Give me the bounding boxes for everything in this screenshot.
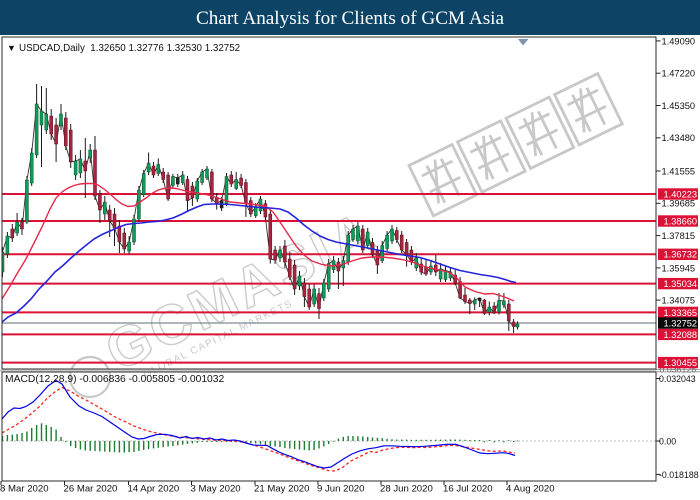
svg-text:MACD(12,28,9) -0.006836 -0.005: MACD(12,28,9) -0.006836 -0.005805 -0.001… (5, 374, 225, 385)
svg-text:-0.018188: -0.018188 (659, 470, 699, 480)
svg-text:1.39685: 1.39685 (662, 199, 696, 209)
svg-text:9 Jun 2020: 9 Jun 2020 (317, 484, 364, 495)
svg-text:28 Jun 2020: 28 Jun 2020 (380, 484, 433, 495)
svg-text:1.43480: 1.43480 (662, 133, 696, 143)
svg-text:0.00: 0.00 (659, 436, 676, 446)
svg-text:21 May 2020: 21 May 2020 (254, 484, 309, 495)
svg-text:1.33365: 1.33365 (664, 308, 698, 318)
svg-text:26 Mar 2020: 26 Mar 2020 (64, 484, 118, 495)
svg-text:1.32752: 1.32752 (664, 318, 698, 328)
svg-text:▼: ▼ (7, 43, 16, 53)
svg-text:1.41555: 1.41555 (662, 166, 696, 176)
svg-text:1.35034: 1.35034 (664, 279, 698, 289)
svg-text:0.032043: 0.032043 (659, 374, 696, 384)
svg-text:1.30455: 1.30455 (664, 358, 698, 368)
svg-text:3 May 2020: 3 May 2020 (191, 484, 241, 495)
svg-text:14 Apr 2020: 14 Apr 2020 (128, 484, 180, 495)
svg-text:1.32088: 1.32088 (664, 330, 698, 340)
svg-text:1.36732: 1.36732 (664, 250, 698, 260)
svg-text:1.38660: 1.38660 (664, 216, 698, 226)
svg-text:1.49090: 1.49090 (662, 36, 696, 46)
svg-text:USDCAD,Daily 1.32650 1.32776: USDCAD,Daily 1.32650 1.32776 1.32530 1.3… (19, 43, 240, 54)
svg-text:1.35945: 1.35945 (662, 263, 696, 273)
svg-text:1.45350: 1.45350 (662, 101, 696, 111)
svg-text:Chart Analysis for Clients of: Chart Analysis for Clients of GCM Asia (196, 8, 505, 29)
svg-text:8 Mar 2020: 8 Mar 2020 (0, 484, 49, 495)
svg-text:1.47220: 1.47220 (662, 69, 696, 79)
svg-text:1.34075: 1.34075 (662, 296, 696, 306)
svg-text:1.40223: 1.40223 (664, 189, 698, 199)
svg-text:16 Jul 2020: 16 Jul 2020 (443, 484, 493, 495)
svg-text:4 Aug 2020: 4 Aug 2020 (506, 484, 555, 495)
svg-text:1.37815: 1.37815 (662, 231, 696, 241)
